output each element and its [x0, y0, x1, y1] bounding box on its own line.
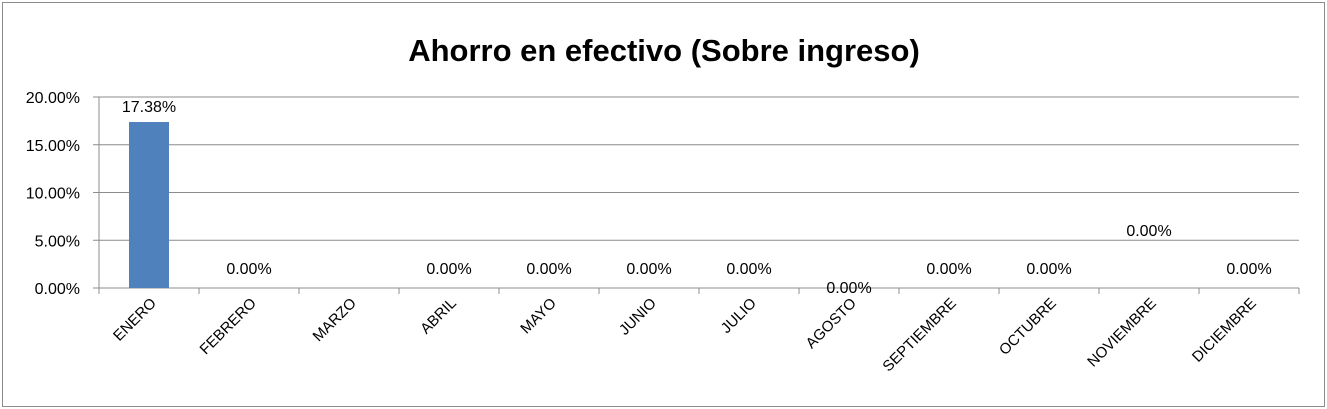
data-label: 0.00% — [1226, 261, 1271, 278]
data-label: 0.00% — [1026, 261, 1071, 278]
y-tick-label: 10.00% — [26, 186, 80, 203]
data-label: 0.00% — [826, 280, 871, 297]
y-tick-label: 0.00% — [35, 281, 80, 298]
data-label: 0.00% — [626, 261, 671, 278]
y-tick-label: 20.00% — [26, 90, 80, 107]
chart-title: Ahorro en efectivo (Sobre ingreso) — [408, 33, 920, 68]
category-label: ENERO — [110, 295, 160, 345]
data-label: 0.00% — [926, 261, 971, 278]
bar — [129, 122, 169, 289]
category-label: AGOSTO — [803, 295, 860, 352]
category-label: MAYO — [517, 295, 559, 337]
y-tick-label: 15.00% — [26, 138, 80, 155]
y-axis-tick-labels: 0.00% 5.00% 10.00% 15.00% 20.00% — [26, 90, 80, 298]
data-label: 0.00% — [426, 261, 471, 278]
category-label: OCTUBRE — [996, 295, 1060, 359]
data-label: 0.00% — [726, 261, 771, 278]
category-label: SEPTIEMBRE — [879, 295, 959, 375]
y-tick-label: 5.00% — [35, 233, 80, 250]
chart-svg: Ahorro en efectivo (Sobre ingreso) 0.00%… — [26, 33, 1300, 375]
category-label: FEBRERO — [197, 295, 260, 358]
data-labels: 17.38% 0.00% 0.00% 0.00% 0.00% 0.00% 0.00% 0.00… — [122, 99, 1272, 297]
category-label: NOVIEMBRE — [1084, 295, 1160, 371]
x-axis — [98, 97, 1300, 294]
category-label: MARZO — [310, 295, 360, 345]
category-label: DICIEMBRE — [1189, 295, 1260, 366]
gridlines — [93, 96, 1299, 289]
category-label: JUNIO — [616, 295, 660, 339]
bars — [129, 122, 169, 289]
category-labels: ENERO FEBRERO MARZO ABRIL MAYO JUNIO JULIO AGOS… — [110, 295, 1260, 375]
data-label: 0.00% — [226, 261, 271, 278]
category-label: JULIO — [718, 295, 760, 337]
data-label: 0.00% — [1126, 223, 1171, 240]
category-label: ABRIL — [417, 295, 460, 338]
data-label: 0.00% — [526, 261, 571, 278]
data-label: 17.38% — [122, 99, 176, 116]
